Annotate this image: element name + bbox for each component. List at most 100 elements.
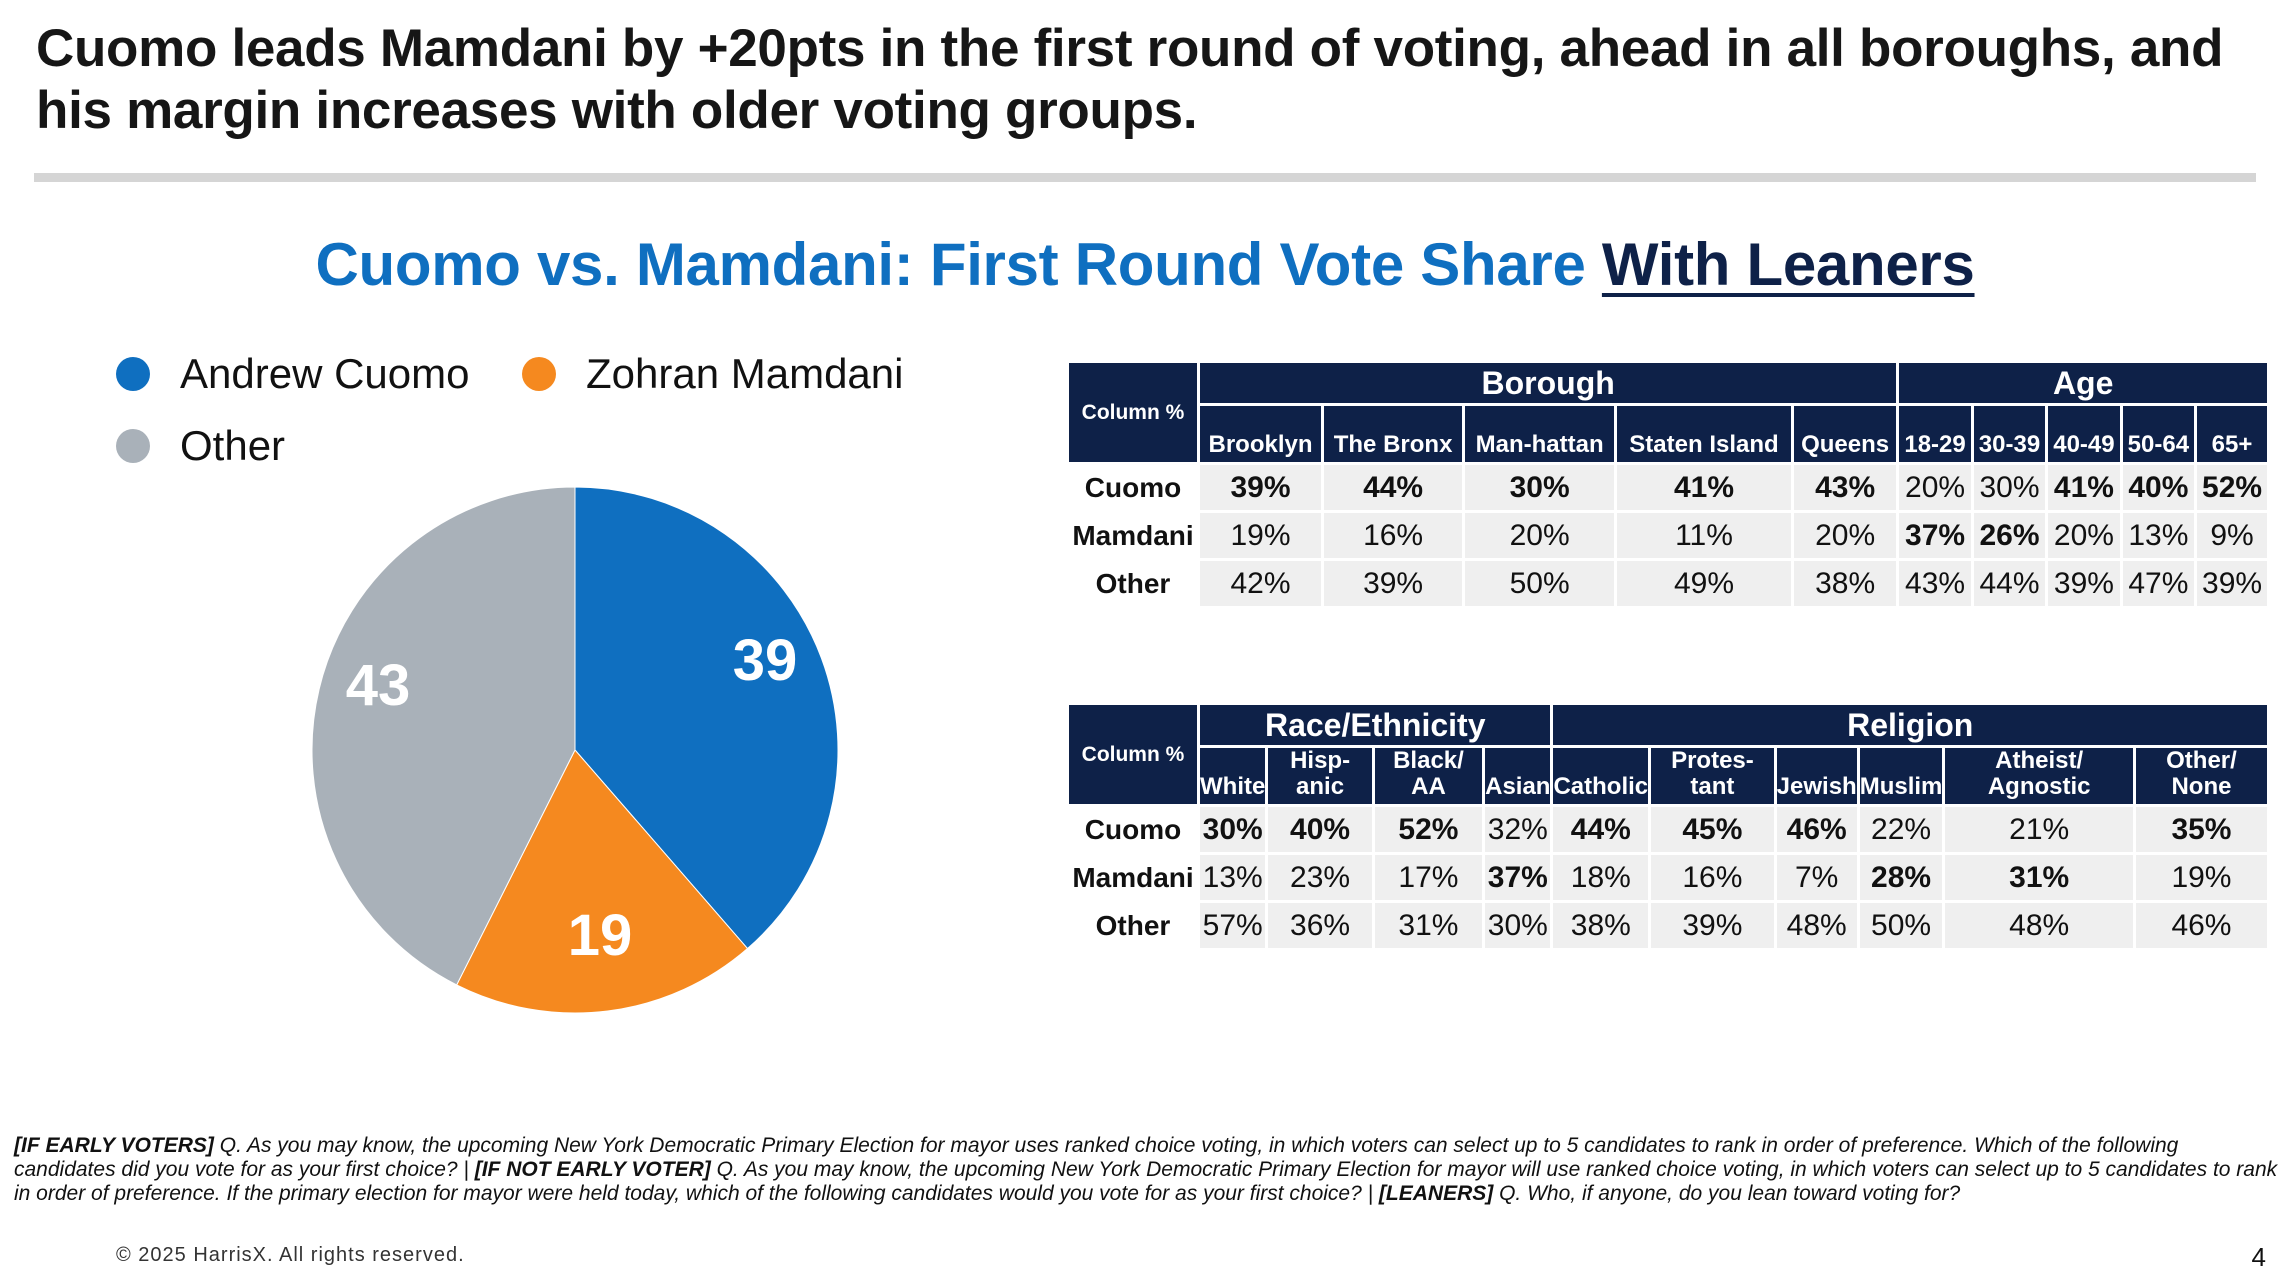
race-religion-table-row-label: Mamdani — [1069, 855, 1197, 900]
chart-title: Cuomo vs. Mamdani: First Round Vote Shar… — [0, 230, 2290, 299]
race-religion-table-cell: 52% — [1374, 807, 1483, 852]
borough-age-table-cell: 39% — [1324, 561, 1463, 606]
race-religion-table-cell: 7% — [1776, 855, 1857, 900]
legend-label-other: Other — [180, 422, 286, 469]
race-religion-table-cell: 31% — [1945, 855, 2133, 900]
race-religion-table-column-header: Hisp-anic — [1268, 748, 1372, 804]
race-religion-table-row-label: Other — [1069, 903, 1197, 948]
borough-age-table-cell: 20% — [1793, 513, 1897, 558]
race-religion-table-cell: 13% — [1200, 855, 1266, 900]
borough-age-table-row-label: Mamdani — [1069, 513, 1197, 558]
race-religion-table-cell: 22% — [1859, 807, 1943, 852]
borough-age-table-cell: 13% — [2122, 513, 2195, 558]
chart-title-main: Cuomo vs. Mamdani: First Round Vote Shar… — [315, 231, 1586, 298]
borough-age-table-row-label: Cuomo — [1069, 465, 1197, 510]
race-religion-table: Column % Race/Ethnicity Religion White Hisp-… — [1066, 702, 2270, 951]
race-religion-table-cell: 38% — [1553, 903, 1649, 948]
page-number: 4 — [2251, 1242, 2266, 1272]
race-religion-table-column-header: Asian — [1485, 748, 1551, 804]
footnote-condition: [LEANERS] — [1378, 1182, 1494, 1205]
race-religion-table-cell: 37% — [1485, 855, 1551, 900]
pie-slice-zohran-mamdani — [456, 749, 749, 1014]
race-religion-table-column-header-row: White Hisp-anic Black/ AA Asian Catholic Prot… — [1069, 748, 2267, 804]
race-religion-table-cell: 39% — [1651, 903, 1774, 948]
race-religion-table-cell: 44% — [1553, 807, 1649, 852]
legend-item-mamdani: Zohran Mamdani — [522, 350, 903, 398]
race-religion-table-row-label: Cuomo — [1069, 807, 1197, 852]
race-religion-table-cell: 30% — [1200, 807, 1266, 852]
borough-age-table-group-borough: Borough — [1200, 363, 1897, 403]
borough-age-table-column-header: 40-49 — [2048, 406, 2120, 462]
borough-age-table-cell: 47% — [2122, 561, 2195, 606]
race-religion-table-cell: 48% — [1945, 903, 2133, 948]
borough-age-table: Column % Borough Age Brooklyn The Bronx Man-h… — [1066, 360, 2270, 609]
borough-age-table-column-header: 18-29 — [1899, 406, 1971, 462]
borough-age-table-cell: 50% — [1465, 561, 1615, 606]
borough-age-table-cell: 20% — [1899, 465, 1971, 510]
race-religion-table-cell: 46% — [1776, 807, 1857, 852]
race-religion-table-column-header: Protes-tant — [1651, 748, 1774, 804]
borough-age-table-cell: 44% — [1973, 561, 2046, 606]
borough-age-table-cell: 19% — [1200, 513, 1322, 558]
pie-label-andrew-cuomo: 39 — [733, 628, 798, 693]
borough-age-table-cell: 30% — [1465, 465, 1615, 510]
borough-age-table-row-mamdani: Mamdani 19% 16% 20% 11% 20% 37% 26% 20% 13% 9% — [1069, 513, 2267, 558]
race-religion-table-row-other: Other 57% 36% 31% 30% 38% 39% 48% 50% 48% 46% — [1069, 903, 2267, 948]
borough-age-table-column-header: Staten Island — [1617, 406, 1791, 462]
borough-age-table-column-header: 65+ — [2197, 406, 2267, 462]
race-religion-table-cell: 30% — [1485, 903, 1551, 948]
legend-swatch-cuomo — [116, 357, 150, 391]
pie-label-zohran-mamdani: 19 — [568, 903, 633, 968]
borough-age-table-cell: 39% — [2048, 561, 2120, 606]
borough-age-table-cell: 40% — [2122, 465, 2195, 510]
race-religion-table-column-header: Other/ None — [2135, 748, 2267, 804]
race-religion-table-column-header: Muslim — [1859, 748, 1943, 804]
borough-age-table-cell: 49% — [1617, 561, 1791, 606]
race-religion-table-cell: 48% — [1776, 903, 1857, 948]
borough-age-table-cell: 41% — [2048, 465, 2120, 510]
borough-age-table-cell: 30% — [1973, 465, 2046, 510]
footnote-question: Q. As you may know, the upcoming New Yor… — [14, 1158, 2278, 1205]
borough-age-table-cell: 26% — [1973, 513, 2046, 558]
race-religion-table-cell: 36% — [1268, 903, 1372, 948]
race-religion-table-corner-label: Column % — [1069, 705, 1197, 804]
race-religion-table-group-race-ethnicity: Race/Ethnicity — [1200, 705, 1551, 745]
borough-age-table-column-header: Man-hattan — [1465, 406, 1615, 462]
race-religion-table-cell: 18% — [1553, 855, 1649, 900]
borough-age-table-group-age: Age — [1899, 363, 2267, 403]
race-religion-table-column-header: Jewish — [1776, 748, 1857, 804]
borough-age-table-cell: 43% — [1793, 465, 1897, 510]
copyright: © 2025 HarrisX. All rights reserved. — [116, 1244, 465, 1266]
borough-age-table-cell: 16% — [1324, 513, 1463, 558]
race-religion-table-cell: 57% — [1200, 903, 1266, 948]
question-footnote: [IF EARLY VOTERS] Q. As you may know, th… — [14, 1134, 2284, 1206]
borough-age-table-row-cuomo: Cuomo 39% 44% 30% 41% 43% 20% 30% 41% 40% 52% — [1069, 465, 2267, 510]
borough-age-table-cell: 20% — [1465, 513, 1615, 558]
borough-age-table-column-header-row: Brooklyn The Bronx Man-hattan Staten Island… — [1069, 406, 2267, 462]
borough-age-table-column-header: 30-39 — [1973, 406, 2046, 462]
race-religion-table-cell: 23% — [1268, 855, 1372, 900]
borough-age-table-cell: 43% — [1899, 561, 1971, 606]
race-religion-table-row-mamdani: Mamdani 13% 23% 17% 37% 18% 16% 7% 28% 31% 19% — [1069, 855, 2267, 900]
race-religion-table-cell: 31% — [1374, 903, 1483, 948]
pie-label-other: 43 — [346, 653, 411, 718]
borough-age-table-row-label: Other — [1069, 561, 1197, 606]
race-religion-table-row-cuomo: Cuomo 30% 40% 52% 32% 44% 45% 46% 22% 21% 35% — [1069, 807, 2267, 852]
headline: Cuomo leads Mamdani by +20pts in the fir… — [36, 19, 2224, 140]
race-religion-table-column-header: White — [1200, 748, 1266, 804]
legend-label-cuomo: Andrew Cuomo — [180, 350, 470, 397]
legend-item-cuomo: Andrew Cuomo — [116, 350, 469, 398]
race-religion-table-cell: 28% — [1859, 855, 1943, 900]
race-religion-table-group-religion: Religion — [1553, 705, 2267, 745]
race-religion-table-cell: 45% — [1651, 807, 1774, 852]
pie-slice-andrew-cuomo — [574, 486, 839, 950]
race-religion-table-group-header-row: Column % Race/Ethnicity Religion — [1069, 705, 2267, 804]
chart-title-emphasis: With Leaners — [1601, 231, 1975, 298]
footnote-condition: [IF EARLY VOTERS] — [14, 1134, 214, 1157]
race-religion-table-column-header: Black/ AA — [1374, 748, 1483, 804]
header-divider — [34, 173, 2256, 182]
race-religion-table-cell: 40% — [1268, 807, 1372, 852]
borough-age-table-group-header-row: Column % Borough Age — [1069, 363, 2267, 462]
borough-age-table-column-header: The Bronx — [1324, 406, 1463, 462]
